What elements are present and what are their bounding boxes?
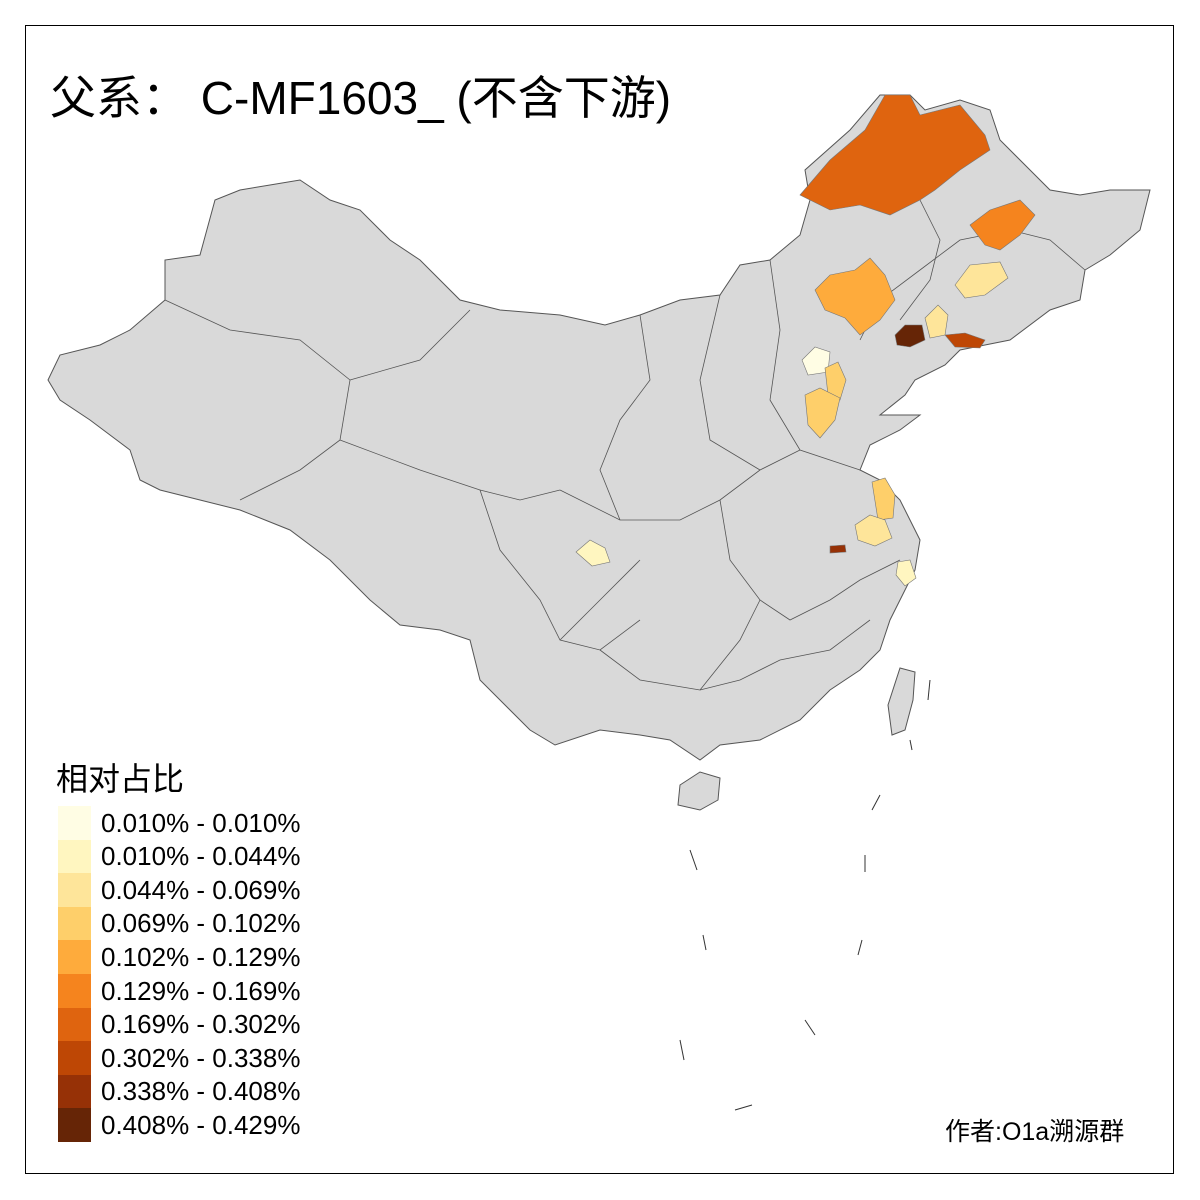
south-china-sea-islands [679, 679, 931, 1111]
legend-swatch [58, 806, 91, 840]
highlighted-regions [575, 94, 1036, 587]
legend-label: 0.302% - 0.338% [101, 1042, 301, 1073]
legend-label: 0.408% - 0.429% [101, 1109, 301, 1140]
legend-title: 相对占比 [56, 761, 185, 797]
base-map [47, 94, 1151, 811]
hainan [677, 771, 721, 811]
legend-label: 0.010% - 0.044% [101, 841, 301, 872]
region-dark-1 [894, 324, 926, 348]
legend-swatch [58, 940, 91, 975]
legend-label: 0.010% - 0.010% [101, 807, 301, 838]
legend-item: 0.102% - 0.129% [58, 940, 301, 975]
legend-label: 0.102% - 0.129% [101, 941, 301, 972]
legend-swatch [58, 873, 91, 908]
legend-swatch [58, 1007, 91, 1042]
region-hebei [804, 387, 841, 439]
map-title: 父系： C-MF1603_ (不含下游) [50, 72, 672, 124]
legend-label: 0.069% - 0.102% [101, 908, 301, 939]
taiwan [887, 667, 916, 736]
legend-item: 0.010% - 0.044% [58, 839, 301, 874]
region-jiangsu-south [854, 514, 893, 547]
legend-item: 0.408% - 0.429% [58, 1108, 301, 1143]
province-borders [164, 199, 1086, 691]
legend-item: 0.044% - 0.069% [58, 873, 301, 908]
legend-label: 0.338% - 0.408% [101, 1076, 301, 1107]
legend-swatch [58, 906, 91, 941]
legend-label: 0.044% - 0.069% [101, 874, 301, 905]
legend-item: 0.010% - 0.010% [58, 806, 300, 840]
region-tianjin [824, 361, 847, 401]
author-credit: 作者:O1a溯源群 [945, 1118, 1125, 1146]
region-jilin [954, 261, 1009, 299]
legend-label: 0.169% - 0.302% [101, 1009, 301, 1040]
region-hulunbuir [799, 94, 991, 216]
region-jiangsu-north [871, 477, 896, 521]
region-light-1 [924, 304, 949, 339]
legend-item: 0.129% - 0.169% [58, 974, 300, 1008]
region-beijing [801, 346, 831, 376]
region-chifeng [814, 257, 896, 336]
legend-swatch [58, 1108, 91, 1143]
region-heilongjiang [969, 199, 1036, 251]
legend-item: 0.069% - 0.102% [58, 906, 301, 941]
legend-swatch [58, 839, 91, 874]
legend-item: 0.169% - 0.302% [58, 1007, 301, 1042]
legend-swatch [58, 1041, 91, 1076]
legend-item: 0.302% - 0.338% [58, 1041, 301, 1076]
legend-label: 0.129% - 0.169% [101, 975, 301, 1006]
mainland-china [47, 94, 1151, 761]
region-anhui-dark [829, 544, 847, 554]
legend-swatch [58, 1074, 91, 1109]
region-dalian [944, 332, 986, 349]
region-zhejiang [895, 559, 917, 587]
region-sichuan [575, 539, 611, 567]
legend-item: 0.338% - 0.408% [58, 1074, 301, 1109]
legend-swatch [58, 974, 91, 1008]
plot-frame [25, 25, 1174, 1174]
